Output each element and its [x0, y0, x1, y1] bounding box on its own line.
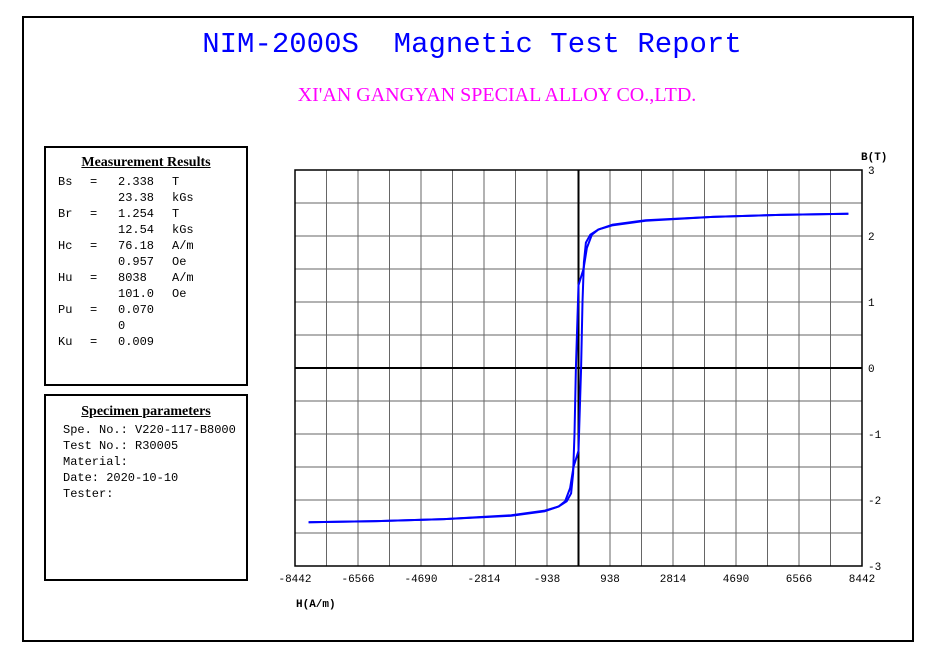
- y-tick-label: 0: [868, 364, 875, 376]
- x-tick-label: 4690: [723, 574, 749, 586]
- x-tick-label: -938: [534, 574, 560, 586]
- measurement-results-box: Measurement Results Bs = 2.338 T 23.38 kGs Br =…: [44, 146, 248, 386]
- measurement-results-heading: Measurement Results: [81, 155, 211, 170]
- measurement-cell: Bs: [58, 175, 73, 189]
- measurement-cell: T: [172, 175, 180, 189]
- hysteresis-branch-ascending: [308, 212, 849, 524]
- y-tick-label: -3: [868, 562, 881, 574]
- measurement-cell: Hc: [58, 239, 73, 253]
- x-axis-label: H(A/m): [296, 599, 336, 611]
- measurement-row: Pu = 0.070: [46, 302, 246, 318]
- specimen-line: Date: 2020-10-10: [63, 471, 179, 485]
- y-tick-label: 3: [868, 166, 875, 178]
- measurement-cell: 12.54: [118, 223, 155, 237]
- measurement-cell: 8038: [118, 271, 147, 285]
- measurement-cell: A/m: [172, 239, 194, 253]
- x-tick-label: 6566: [786, 574, 812, 586]
- x-tick-label: 2814: [660, 574, 687, 586]
- measurement-row: Hc = 76.18 A/m: [46, 238, 246, 254]
- y-tick-label: 2: [868, 232, 875, 244]
- report-frame: [22, 16, 914, 642]
- measurement-cell: 2.338: [118, 175, 155, 189]
- measurement-row: Hu = 8038 A/m: [46, 270, 246, 286]
- x-tick-label: -8442: [278, 574, 311, 586]
- report-title: NIM-2000S Magnetic Test Report: [202, 28, 742, 61]
- measurement-row: Ku = 0.009: [46, 334, 246, 350]
- specimen-line: Tester:: [63, 487, 114, 501]
- measurement-row: 23.38 kGs: [46, 190, 246, 206]
- specimen-parameters-box: Specimen parameters Spe. No.: V220-117-B…: [44, 394, 248, 581]
- measurement-cell: Hu: [58, 271, 73, 285]
- measurement-cell: kGs: [172, 223, 194, 237]
- measurement-cell: T: [172, 207, 180, 221]
- x-tick-label: -2814: [467, 574, 500, 586]
- measurement-cell: 76.18: [118, 239, 155, 253]
- measurement-cell: =: [90, 207, 98, 221]
- y-axis-label: B(T): [861, 152, 887, 164]
- measurement-cell: =: [90, 239, 98, 253]
- measurement-cell: 1.254: [118, 207, 155, 221]
- y-tick-label: -2: [868, 496, 881, 508]
- measurement-cell: 0: [118, 319, 126, 333]
- x-tick-label: 8442: [849, 574, 875, 586]
- measurement-cell: Ku: [58, 335, 73, 349]
- measurement-cell: 0.009: [118, 335, 155, 349]
- measurement-cell: 101.0: [118, 287, 155, 301]
- specimen-line: Test No.: R30005: [63, 439, 179, 453]
- measurement-row: 101.0 Oe: [46, 286, 246, 302]
- specimen-line: Spe. No.: V220-117-B8000: [63, 423, 236, 437]
- measurement-cell: =: [90, 303, 98, 317]
- measurement-row: 12.54 kGs: [46, 222, 246, 238]
- measurement-row: 0: [46, 318, 246, 334]
- measurement-cell: Oe: [172, 287, 187, 301]
- measurement-cell: 0.070: [118, 303, 155, 317]
- x-tick-label: 938: [600, 574, 620, 586]
- y-tick-label: -1: [868, 430, 882, 442]
- measurement-row: Br = 1.254 T: [46, 206, 246, 222]
- measurement-cell: Pu: [58, 303, 73, 317]
- y-tick-label: 1: [868, 298, 875, 310]
- x-tick-label: -6566: [341, 574, 374, 586]
- measurement-cell: kGs: [172, 191, 194, 205]
- measurement-cell: =: [90, 335, 98, 349]
- measurement-cell: Br: [58, 207, 73, 221]
- measurement-cell: =: [90, 271, 98, 285]
- measurement-cell: Oe: [172, 255, 187, 269]
- specimen-line: Material:: [63, 455, 128, 469]
- measurement-cell: =: [90, 175, 98, 189]
- specimen-parameters-heading: Specimen parameters: [81, 404, 211, 419]
- measurement-row: 0.957 Oe: [46, 254, 246, 270]
- x-tick-label: -4690: [404, 574, 437, 586]
- measurement-cell: 0.957: [118, 255, 155, 269]
- measurement-cell: A/m: [172, 271, 194, 285]
- company-name: XI'AN GANGYAN SPECIAL ALLOY CO.,LTD.: [297, 84, 697, 106]
- measurement-cell: 23.38: [118, 191, 155, 205]
- measurement-row: Bs = 2.338 T: [46, 174, 246, 190]
